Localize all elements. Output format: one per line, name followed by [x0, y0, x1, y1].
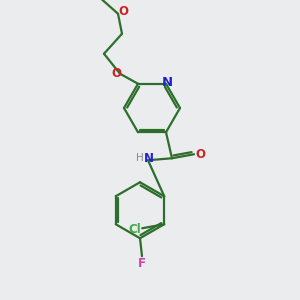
Text: O: O — [111, 67, 121, 80]
Text: O: O — [118, 5, 128, 18]
Text: N: N — [161, 76, 172, 89]
Text: F: F — [138, 257, 146, 270]
Text: Cl: Cl — [129, 223, 142, 236]
Text: H: H — [136, 153, 144, 163]
Text: N: N — [144, 152, 154, 165]
Text: O: O — [195, 148, 205, 161]
